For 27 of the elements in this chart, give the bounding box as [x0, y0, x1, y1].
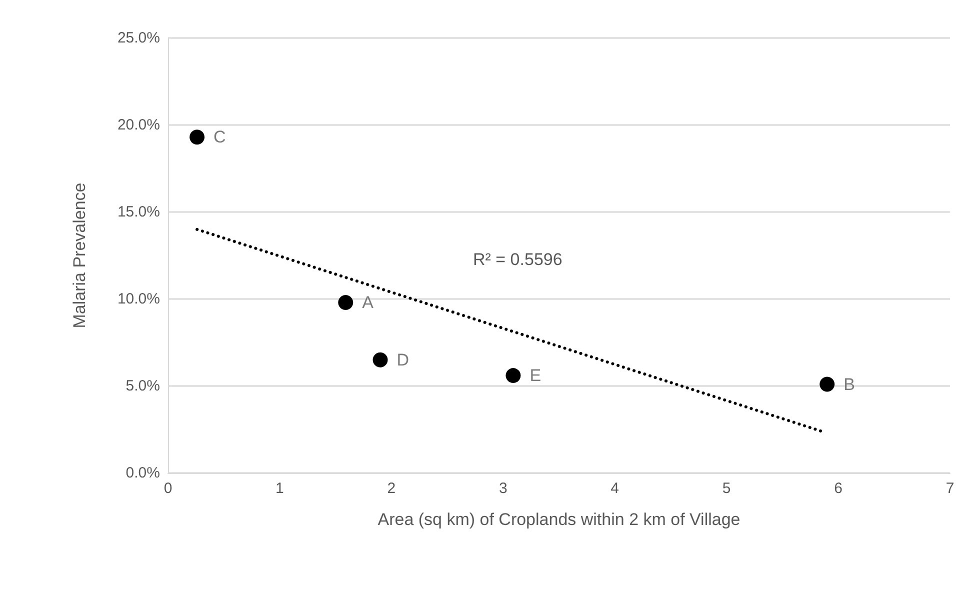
annotation: E: [530, 366, 542, 386]
y-tick-label: 10.0%: [117, 290, 160, 308]
annotation: R² = 0.5596: [473, 250, 562, 269]
y-tick-label: 0.0%: [126, 464, 160, 482]
x-axis-title: Area (sq km) of Croplands within 2 km of Village: [378, 510, 740, 529]
point: [820, 376, 835, 392]
y-tick-label: 5.0%: [126, 378, 160, 394]
x-tick-label: 0: [164, 480, 172, 497]
annotation: D: [396, 350, 410, 370]
x-tick-label: 3: [498, 480, 508, 497]
x-tick-label: 6: [834, 480, 842, 497]
x-tick-label: 7: [946, 480, 954, 497]
annotation: C: [214, 128, 226, 147]
x-tick-label: 2: [387, 480, 396, 497]
x-tick-label: 5: [722, 480, 731, 497]
annotation: A: [362, 292, 374, 312]
y-tick-label: 20.0%: [117, 116, 160, 134]
point: [190, 130, 205, 145]
x-tick-label: 1: [276, 480, 284, 497]
point: [338, 294, 354, 310]
point: [372, 352, 388, 368]
x-tick-label: 4: [610, 480, 620, 497]
annotation: B: [844, 374, 855, 394]
point: [506, 368, 521, 384]
y-axis-title: Malaria Prevalence: [70, 182, 89, 328]
y-tick-label: 15.0%: [117, 204, 160, 220]
y-tick-label: 25.0%: [117, 30, 160, 46]
